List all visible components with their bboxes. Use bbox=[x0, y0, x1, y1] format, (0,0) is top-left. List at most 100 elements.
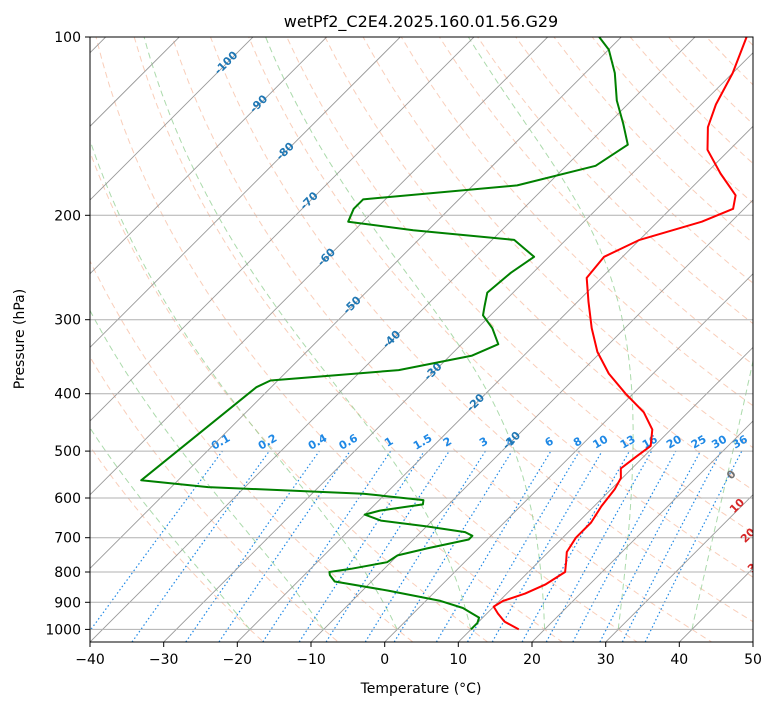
dry-adiabat-line bbox=[667, 37, 753, 125]
isotherm-label: -20 bbox=[464, 391, 487, 414]
dry-adiabat-line bbox=[705, 37, 753, 86]
y-tick-label: 500 bbox=[54, 444, 81, 460]
dry-adiabat-line bbox=[90, 445, 265, 642]
dry-adiabat-line bbox=[629, 37, 753, 165]
mixing-ratio-label: 20 bbox=[664, 432, 684, 451]
isotherm-line bbox=[163, 52, 753, 642]
mixing-ratio-line bbox=[364, 450, 486, 642]
isotherm-line bbox=[310, 199, 753, 642]
moist-adiabat-line bbox=[467, 37, 634, 630]
mixing-ratio-line bbox=[218, 450, 351, 642]
mixing-ratio-label: 0.2 bbox=[256, 432, 279, 453]
temperature-profile bbox=[492, 37, 748, 631]
dry-adiabat-line bbox=[90, 356, 339, 642]
mixing-ratio-line bbox=[599, 450, 702, 642]
dry-adiabat-line bbox=[248, 37, 753, 578]
isotherm-label: -70 bbox=[298, 189, 321, 212]
y-tick-label: 800 bbox=[54, 565, 81, 581]
isotherm-line bbox=[605, 494, 753, 642]
isotherm-line bbox=[678, 567, 753, 642]
mixing-ratio-line bbox=[644, 450, 743, 642]
mixing-ratio-label: 10 bbox=[590, 432, 610, 451]
y-axis-label: Pressure (hPa) bbox=[12, 289, 28, 389]
moist-adiabat-line bbox=[691, 358, 753, 630]
dry-adiabat-line bbox=[90, 259, 414, 642]
y-tick-label: 1000 bbox=[45, 622, 81, 638]
mixing-ratio-label: 1 bbox=[382, 435, 395, 450]
dry-adiabat-line bbox=[756, 10, 775, 654]
mixing-ratio-line bbox=[325, 450, 450, 642]
x-tick-label: −20 bbox=[223, 652, 253, 668]
mixing-ratio-label: 3 bbox=[477, 435, 490, 450]
mixing-ratio-line bbox=[621, 450, 722, 642]
dry-adiabat-line bbox=[286, 37, 753, 534]
mixing-ratio-line bbox=[298, 450, 425, 642]
x-tick-label: −40 bbox=[75, 652, 105, 668]
mixing-ratio-line bbox=[90, 450, 223, 632]
dry-adiabat-label: 10 bbox=[727, 496, 747, 516]
isotherm-line bbox=[90, 37, 622, 570]
isotherm-line bbox=[90, 37, 696, 642]
isotherm-line bbox=[457, 346, 753, 642]
isotherm-line bbox=[90, 37, 401, 348]
mixing-ratio-line bbox=[185, 450, 320, 642]
chart-title: wetPf2_C2E4.2025.160.01.56.G29 bbox=[284, 12, 558, 32]
pressure-gridlines bbox=[90, 37, 753, 630]
isotherm-label: -60 bbox=[315, 245, 338, 268]
y-tick-label: 700 bbox=[54, 531, 81, 547]
dry-adiabat-line bbox=[95, 37, 564, 642]
x-tick-label: 50 bbox=[744, 652, 762, 668]
y-axis: 100 200 300 400 500 600 700 800 900 1000 bbox=[45, 30, 90, 638]
x-tick-label: 40 bbox=[670, 652, 688, 668]
isotherm-line bbox=[90, 37, 475, 422]
mixing-ratio-line bbox=[262, 450, 392, 642]
isotherm-line bbox=[90, 37, 180, 127]
moist-adiabat-line bbox=[265, 37, 546, 630]
dry-adiabat-line bbox=[400, 37, 753, 407]
moist-adiabats bbox=[90, 37, 753, 630]
dry-adiabat-line bbox=[515, 37, 753, 284]
isotherm-line bbox=[384, 273, 753, 642]
x-tick-label: −10 bbox=[296, 652, 326, 668]
dry-adiabat-line bbox=[591, 37, 753, 204]
moist-adiabat-line bbox=[90, 427, 251, 630]
plot-frame bbox=[89, 36, 754, 643]
dry-adiabat-line bbox=[133, 37, 638, 642]
y-tick-label: 400 bbox=[54, 387, 81, 403]
isotherm-line bbox=[236, 125, 753, 642]
x-tick-label: −30 bbox=[149, 652, 179, 668]
isotherm-line bbox=[752, 641, 753, 642]
y-tick-label: 200 bbox=[54, 208, 81, 224]
profiles bbox=[140, 37, 748, 631]
mixing-ratio-line bbox=[572, 450, 677, 642]
mixing-ratio-line bbox=[435, 450, 552, 642]
dry-adiabat-line bbox=[171, 37, 713, 642]
mixing-ratio-label: 0.4 bbox=[306, 431, 330, 452]
isotherm-label: -100 bbox=[212, 48, 241, 77]
mixing-ratio-label: 1.5 bbox=[411, 432, 434, 453]
x-axis: −40 −30 −20 −10 0 10 20 30 40 50 bbox=[75, 642, 762, 668]
y-tick-label: 900 bbox=[54, 595, 81, 611]
mixing-ratio-label: 30 bbox=[709, 432, 729, 451]
y-tick-label: 100 bbox=[54, 30, 81, 46]
y-tick-label: 300 bbox=[54, 313, 81, 329]
dry-adiabat-line bbox=[209, 37, 753, 623]
mixing-ratio-label: 16 bbox=[640, 432, 660, 451]
isotherm-label: -40 bbox=[380, 328, 403, 351]
isotherm-label: -50 bbox=[341, 293, 364, 316]
isotherm-line bbox=[90, 37, 328, 275]
dry-adiabat-line bbox=[438, 37, 753, 366]
mixing-ratio-label: 6 bbox=[543, 434, 556, 449]
isotherm-line bbox=[90, 37, 254, 201]
dry-adiabat-label: 30 bbox=[745, 555, 765, 575]
isotherm-line bbox=[531, 420, 753, 642]
x-tick-label: 0 bbox=[380, 652, 389, 668]
dry-adiabats bbox=[90, 10, 775, 654]
isotherm-label: -90 bbox=[247, 92, 270, 115]
dry-adiabat-line bbox=[744, 37, 753, 47]
mixing-ratio-label: 8 bbox=[571, 435, 584, 450]
plot-area: 0.1 0.2 0.4 0.6 1 1.5 2 3 4 6 8 10 13 16 20 25 30 36 -100… bbox=[90, 10, 775, 654]
dewpoint-profile bbox=[140, 37, 629, 631]
mixing-ratio-line bbox=[545, 450, 653, 642]
isotherms bbox=[90, 37, 753, 642]
